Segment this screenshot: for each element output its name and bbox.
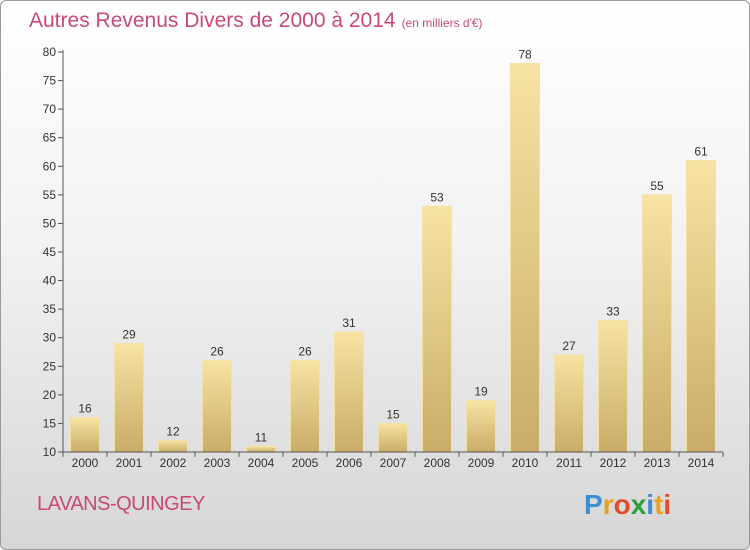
y-tick-label: 25 xyxy=(43,359,57,373)
bar-2013 xyxy=(642,194,672,453)
y-tick-label: 70 xyxy=(43,102,57,116)
y-tick-label: 30 xyxy=(43,331,57,345)
bar-2011 xyxy=(554,354,584,453)
value-label-2011: 27 xyxy=(562,339,576,353)
x-tick-label-2000: 2000 xyxy=(72,456,99,470)
logo-letter: i xyxy=(663,489,672,520)
bar-2006 xyxy=(334,331,364,453)
y-tick-label: 50 xyxy=(43,216,57,230)
logo-letter: t xyxy=(654,489,664,520)
y-tick-label: 15 xyxy=(43,416,57,430)
value-label-2004: 11 xyxy=(255,430,268,444)
logo-letter: r xyxy=(602,489,614,520)
x-tick-label-2009: 2009 xyxy=(468,456,495,470)
bar-2004 xyxy=(246,445,276,453)
y-tick-label: 55 xyxy=(43,188,57,202)
value-label-2012: 33 xyxy=(606,305,620,319)
x-tick-label-2001: 2001 xyxy=(116,456,143,470)
bar-2014 xyxy=(686,160,716,453)
bar-2010 xyxy=(510,62,540,453)
value-label-2002: 12 xyxy=(166,425,180,439)
value-label-2013: 55 xyxy=(650,179,664,193)
x-tick-label-2013: 2013 xyxy=(644,456,671,470)
y-tick-label: 20 xyxy=(43,388,57,402)
bar-2007 xyxy=(378,422,408,453)
x-tick-label-2006: 2006 xyxy=(336,456,363,470)
y-tick-label: 65 xyxy=(43,131,57,145)
value-label-2010: 78 xyxy=(518,47,532,61)
x-tick-label-2002: 2002 xyxy=(160,456,187,470)
logo-letter: i xyxy=(646,489,655,520)
x-tick-label-2011: 2011 xyxy=(556,456,582,470)
chart-title: Autres Revenus Divers de 2000 à 2014 (en … xyxy=(29,9,483,33)
value-label-2003: 26 xyxy=(210,345,224,359)
x-tick-label-2005: 2005 xyxy=(292,456,319,470)
bar-2009 xyxy=(466,400,496,453)
bar-2000 xyxy=(70,417,100,453)
value-label-2000: 16 xyxy=(78,402,92,416)
y-tick-label: 80 xyxy=(43,45,57,59)
value-label-2009: 19 xyxy=(474,385,488,399)
bar-2001 xyxy=(114,342,144,453)
value-label-2005: 26 xyxy=(298,345,312,359)
logo-letter: P xyxy=(584,489,603,520)
chart-subtitle: (en milliers d'€) xyxy=(401,16,483,30)
x-tick-label-2003: 2003 xyxy=(204,456,231,470)
bar-2003 xyxy=(202,360,232,453)
chart-title-text: Autres Revenus Divers de 2000 à 2014 xyxy=(29,9,396,32)
x-tick-label-2007: 2007 xyxy=(380,456,407,470)
value-label-2006: 31 xyxy=(342,316,356,330)
bar-2005 xyxy=(290,360,320,453)
value-label-2008: 53 xyxy=(430,190,444,204)
value-label-2007: 15 xyxy=(386,407,400,421)
value-label-2001: 29 xyxy=(122,327,136,341)
bar-2002 xyxy=(158,440,188,453)
y-tick-label: 40 xyxy=(43,274,57,288)
y-tick-label: 35 xyxy=(43,302,57,316)
city-name: LAVANS-QUINGEY xyxy=(37,493,205,515)
value-label-2014: 61 xyxy=(694,145,708,159)
proxiti-logo[interactable]: Proxiti xyxy=(584,489,671,521)
y-tick-label: 45 xyxy=(43,245,57,259)
x-tick-label-2008: 2008 xyxy=(424,456,451,470)
bar-2008 xyxy=(422,205,452,453)
x-tick-label-2012: 2012 xyxy=(600,456,627,470)
bar-2012 xyxy=(598,320,628,453)
x-tick-label-2010: 2010 xyxy=(512,456,539,470)
x-tick-label-2014: 2014 xyxy=(688,456,715,470)
x-tick-label-2004: 2004 xyxy=(248,456,275,470)
logo-letter: x xyxy=(630,489,647,520)
y-tick-label: 10 xyxy=(43,445,57,459)
y-tick-label: 75 xyxy=(43,74,57,88)
y-tick-label: 60 xyxy=(43,159,57,173)
logo-letter: o xyxy=(613,489,631,520)
